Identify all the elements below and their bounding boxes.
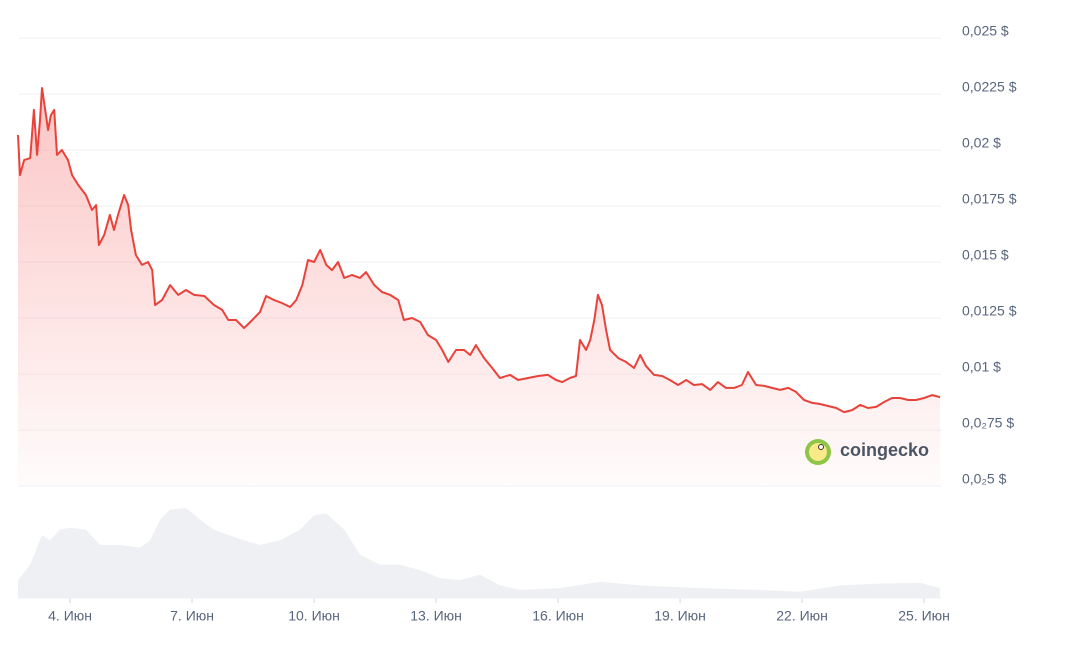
y-tick-label: 0,0225 $ xyxy=(962,79,1017,95)
watermark: coingecko xyxy=(805,439,929,465)
y-tick-label: 0,02 $ xyxy=(962,135,1001,151)
y-tick-label: 0,01 $ xyxy=(962,359,1001,375)
x-tick-label: 13. Июн xyxy=(410,608,462,624)
x-tick-label: 7. Июн xyxy=(170,608,214,624)
x-tick-label: 4. Июн xyxy=(48,608,92,624)
x-tick-label: 25. Июн xyxy=(898,608,950,624)
x-tick-label: 22. Июн xyxy=(776,608,828,624)
y-tick-label: 0,0₂75 $ xyxy=(962,415,1014,431)
watermark-text: coingecko xyxy=(840,440,929,460)
y-tick-label: 0,0175 $ xyxy=(962,191,1017,207)
price-line xyxy=(17,87,941,414)
y-tick-label: 0,015 $ xyxy=(962,247,1009,263)
x-tick-label: 19. Июн xyxy=(654,608,706,624)
price-area xyxy=(18,88,940,486)
y-tick-label: 0,0125 $ xyxy=(962,303,1017,319)
y-tick-label: 0,025 $ xyxy=(962,23,1009,39)
x-tick-label: 16. Июн xyxy=(532,608,584,624)
y-tick-label: 0,0₂5 $ xyxy=(962,471,1007,487)
volume-area xyxy=(18,508,940,598)
x-tick-label: 10. Июн xyxy=(288,608,340,624)
watermark-logo-eye xyxy=(818,444,824,450)
watermark-logo-inner xyxy=(809,443,827,461)
